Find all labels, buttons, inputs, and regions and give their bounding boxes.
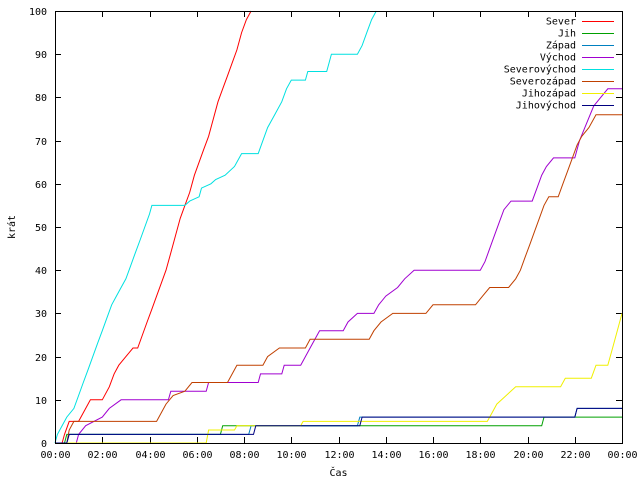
x-tick-label: 20:00: [513, 450, 543, 461]
x-tick-label: 02:00: [87, 450, 117, 461]
y-tick-label: 60: [35, 180, 47, 191]
x-tick-label: 16:00: [418, 450, 448, 461]
y-tick-label: 20: [35, 353, 47, 364]
x-tick-label: 00:00: [40, 450, 70, 461]
series-line-7: [55, 313, 623, 444]
x-tick-label: 14:00: [371, 450, 401, 461]
y-tick-label: 30: [35, 309, 47, 320]
x-tick-label: 00:00: [607, 450, 637, 461]
series-line-6: [55, 114, 622, 444]
y-tick-label: 0: [41, 439, 47, 450]
y-tick-label: 70: [35, 137, 47, 148]
series-line-8: [55, 407, 622, 444]
y-tick-label: 10: [35, 396, 47, 407]
y-tick-label: 90: [35, 50, 47, 61]
legend-label: Východ: [540, 52, 576, 64]
legend: SeverJihZápadVýchodSeverovýchodSeverozáp…: [504, 17, 614, 112]
legend-label: Severozápad: [510, 76, 576, 88]
y-tick-label: 80: [35, 93, 47, 104]
series-line-1: [55, 10, 252, 444]
axes: 0 10 20 30 40 50 60 70 80 90 100 00:00 02:00 04:00 06:…: [29, 7, 638, 461]
series-line-5: [54, 10, 377, 444]
x-axis-label: Čas: [329, 466, 347, 479]
x-tick-label: 08:00: [229, 450, 259, 461]
legend-label: Jih: [558, 29, 576, 40]
legend-label: Sever: [546, 17, 576, 28]
series-lines: [54, 10, 623, 444]
y-axis-label: krát: [6, 215, 18, 239]
y-tick-label: 100: [29, 7, 47, 18]
x-tick-label: 06:00: [182, 450, 212, 461]
x-tick-label: 10:00: [276, 450, 306, 461]
plot-frame: [55, 11, 623, 444]
x-tick-label: 12:00: [324, 450, 354, 461]
legend-label: Západ: [546, 40, 576, 52]
series-line-4: [55, 88, 622, 444]
x-tick-label: 22:00: [560, 450, 590, 461]
legend-label: Severovýchod: [504, 64, 576, 76]
y-tick-label: 50: [35, 223, 47, 234]
legend-label: Jihovýchod: [516, 100, 576, 112]
legend-label: Jihozápad: [522, 88, 576, 100]
y-tick-label: 40: [35, 266, 47, 277]
x-tick-label: 18:00: [465, 450, 495, 461]
x-tick-label: 04:00: [135, 450, 165, 461]
